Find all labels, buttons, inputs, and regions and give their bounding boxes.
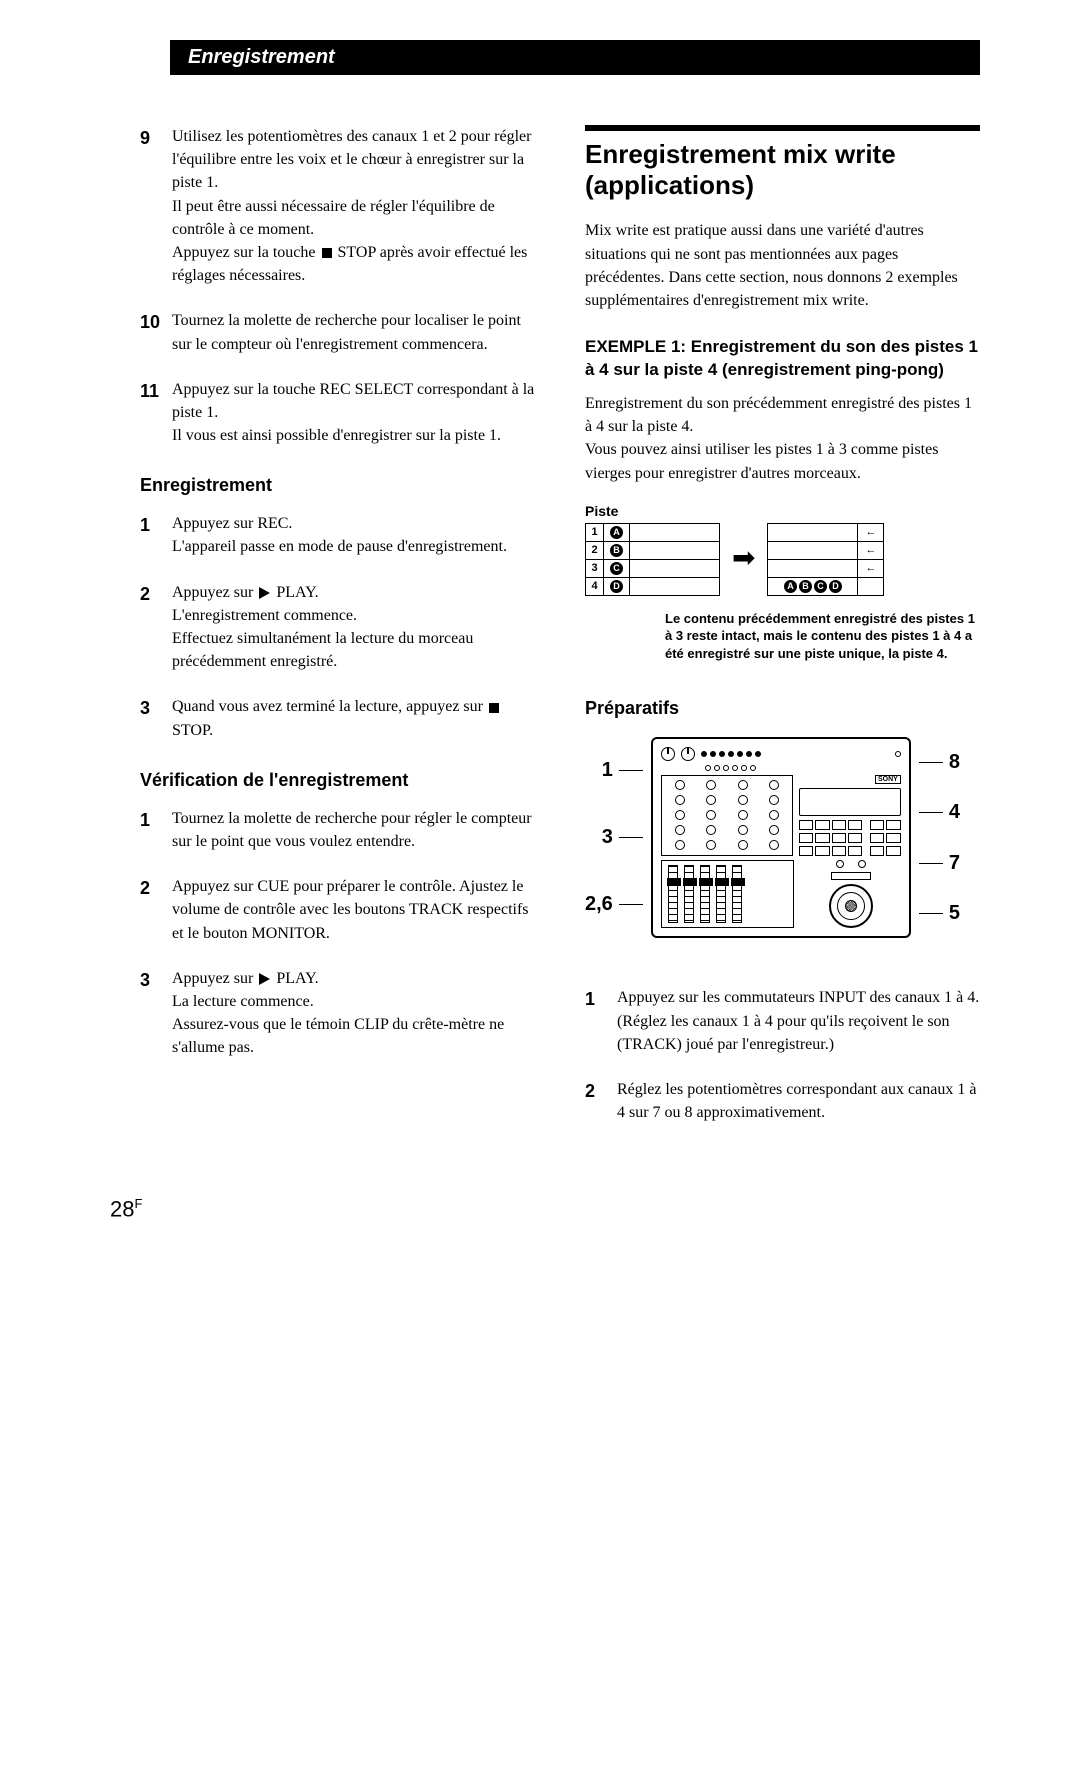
piste-caption: Le contenu précédemment enregistré des p… <box>665 610 980 663</box>
example1-body: Enregistrement du son précédemment enreg… <box>585 392 980 485</box>
jog-wheel-icon <box>829 884 873 928</box>
left-column: 9Utilisez les potentiomètres des canaux … <box>140 125 535 1146</box>
page-number: 28F <box>110 1196 980 1222</box>
mixer-panel <box>661 775 793 856</box>
step-text: Appuyez sur les commutateurs INPUT des c… <box>617 986 980 1056</box>
brand-label: SONY <box>875 775 901 784</box>
step-text: Appuyez sur la touche REC SELECT corresp… <box>172 378 535 448</box>
step-number: 3 <box>140 695 172 741</box>
enregistrement-heading: Enregistrement <box>140 475 535 496</box>
step-text: Tournez la molette de recherche pour rég… <box>172 807 535 853</box>
piste-label: Piste <box>585 503 980 519</box>
lcd-screen <box>799 788 901 816</box>
callout-number: 4 <box>919 801 960 824</box>
step-text: Appuyez sur REC.L'appareil passe en mode… <box>172 512 535 558</box>
step-number: 1 <box>140 512 172 558</box>
verification-heading: Vérification de l'enregistrement <box>140 770 535 791</box>
callout-number: 1 <box>602 759 643 782</box>
rec-step: 3Quand vous avez terminé la lecture, app… <box>140 695 535 741</box>
knob-icon <box>661 747 675 761</box>
led-row <box>701 751 761 757</box>
callout-number: 8 <box>919 751 960 774</box>
callout-number: 5 <box>919 902 960 925</box>
step-text: Appuyez sur CUE pour préparer le contrôl… <box>172 875 535 945</box>
prep-step: 1Appuyez sur les commutateurs INPUT des … <box>585 986 980 1056</box>
right-column: Enregistrement mix write (applications) … <box>585 125 980 1146</box>
led-row <box>895 751 901 757</box>
cont-step: 9Utilisez les potentiomètres des canaux … <box>140 125 535 287</box>
verif-step: 2Appuyez sur CUE pour préparer le contrô… <box>140 875 535 945</box>
rec-step: 1Appuyez sur REC.L'appareil passe en mod… <box>140 512 535 558</box>
piste-table-left: 1A2B3C4D <box>585 523 720 596</box>
mix-write-intro: Mix write est pratique aussi dans une va… <box>585 219 980 312</box>
verif-step: 3Appuyez sur PLAY.La lecture commence.As… <box>140 967 535 1060</box>
rec-step: 2Appuyez sur PLAY.L'enregistrement comme… <box>140 581 535 674</box>
step-number: 2 <box>585 1078 617 1124</box>
step-text: Appuyez sur PLAY.La lecture commence.Ass… <box>172 967 535 1060</box>
callout-number: 7 <box>919 852 960 875</box>
verif-step: 1Tournez la molette de recherche pour ré… <box>140 807 535 853</box>
step-number: 9 <box>140 125 172 287</box>
step-number: 11 <box>140 378 172 448</box>
step-number: 10 <box>140 309 172 355</box>
fader-panel <box>661 860 794 928</box>
example1-title: EXEMPLE 1: Enregistrement du son des pis… <box>585 336 980 382</box>
callout-number: 3 <box>602 826 643 849</box>
recorder-device: SONY <box>651 737 911 938</box>
title-rule <box>585 125 980 131</box>
prep-step: 2Réglez les potentiomètres correspondant… <box>585 1078 980 1124</box>
callout-number: 2,6 <box>585 893 643 916</box>
step-number: 1 <box>585 986 617 1056</box>
knob-icon <box>681 747 695 761</box>
mix-write-title: Enregistrement mix write (applications) <box>585 139 980 201</box>
arrow-icon: ➡ <box>732 545 755 573</box>
piste-diagram: Piste 1A2B3C4D ➡ ← ← ← ABCD <box>585 503 980 596</box>
step-number: 1 <box>140 807 172 853</box>
step-text: Quand vous avez terminé la lecture, appu… <box>172 695 535 741</box>
jog-area <box>802 860 901 928</box>
cont-step: 10Tournez la molette de recherche pour l… <box>140 309 535 355</box>
preparatifs-heading: Préparatifs <box>585 698 980 719</box>
section-banner: Enregistrement <box>170 40 980 75</box>
piste-table-right: ← ← ← ABCD <box>767 523 884 596</box>
step-text: Réglez les potentiomètres correspondant … <box>617 1078 980 1124</box>
device-diagram: 132,6 <box>585 737 980 938</box>
led-row <box>705 765 901 771</box>
step-number: 2 <box>140 581 172 674</box>
step-text: Utilisez les potentiomètres des canaux 1… <box>172 125 535 287</box>
step-text: Appuyez sur PLAY.L'enregistrement commen… <box>172 581 535 674</box>
step-number: 3 <box>140 967 172 1060</box>
step-number: 2 <box>140 875 172 945</box>
cont-step: 11Appuyez sur la touche REC SELECT corre… <box>140 378 535 448</box>
button-grid <box>799 820 901 856</box>
step-text: Tournez la molette de recherche pour loc… <box>172 309 535 355</box>
